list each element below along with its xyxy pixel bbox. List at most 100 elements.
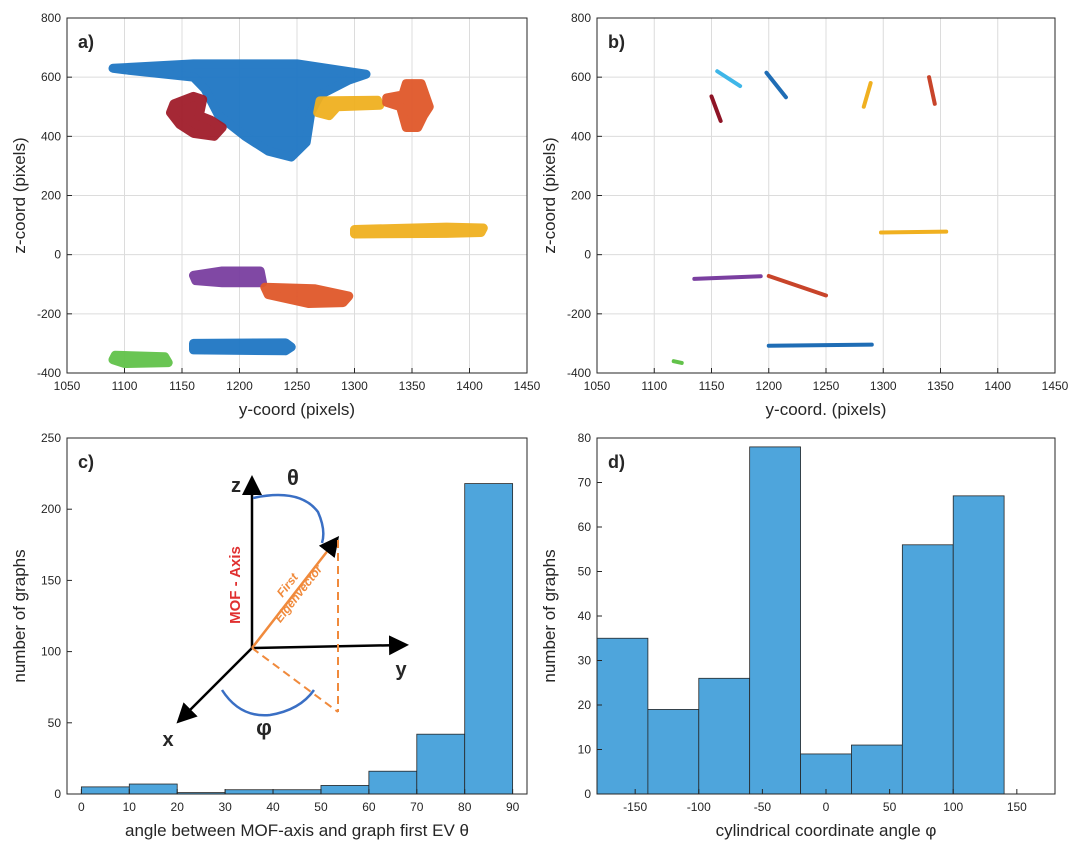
histogram-bar [464,483,514,795]
eigenvector-segment-2 [709,94,723,123]
histogram-bar [272,789,322,795]
y-tick-label: 30 [578,654,592,668]
x-tick-label: 0 [823,800,830,814]
x-tick-label: 1250 [813,379,840,393]
x-tick-label: 1250 [284,379,311,393]
y-axis-arrow [251,635,409,656]
x-tick-label: 50 [883,800,897,814]
histogram-bar [698,677,751,795]
x-tick-label: -50 [754,800,772,814]
x-tick-label: 1050 [54,379,81,393]
histogram-bar [647,709,700,795]
x-tick-label: 1150 [699,379,725,393]
x-tick-label: -100 [687,800,711,814]
y-tick-label: 10 [578,743,592,757]
y-axis-label: number of graphs [540,549,559,682]
x-tick-label: 150 [1007,800,1027,814]
x-tick-label: 100 [943,800,963,814]
x-tick-label: 1450 [1042,379,1069,393]
x-tick-label: 1150 [169,379,195,393]
y-tick-label: 150 [41,573,61,587]
scatter-cluster-8 [108,350,173,369]
eigenvector-segment-8 [766,342,874,348]
histogram-bar [80,786,130,795]
y-tick-label: 800 [41,11,61,25]
y-tick-label: 400 [41,129,61,143]
y-tick-label: 250 [41,431,61,445]
scatter-cluster-4 [350,222,488,239]
y-axis-label-group: z-coord (pixels) [10,137,29,253]
histogram-bar [800,753,852,795]
scatter-cluster-6 [260,282,354,308]
x-tick-label: 0 [78,800,85,814]
x-tick-label: 1450 [514,379,541,393]
y-axis-label-group: z-coord (pixels) [540,137,559,253]
x-axis-label: y-coord (pixels) [239,400,355,419]
histogram-bar [416,733,466,795]
x-axis-arrow [176,647,253,724]
y-tick-label: 40 [578,609,592,623]
panel-d: -150 -100 -50 0 50 100 150 0 10 20 30 40 50 60 70 80 cyl… [540,431,1056,840]
y-tick-label: 200 [41,502,61,516]
y-axis-label: z-coord (pixels) [10,137,29,253]
x-tick-label: 1050 [584,379,611,393]
y-axis-label-group: number of graphs [540,549,559,682]
y-tick-label: 0 [54,248,61,262]
scatter-cluster-3 [382,79,434,132]
y-tick-label: 600 [41,70,61,84]
x-axis-label: y-coord. (pixels) [766,400,887,419]
panel-label: d) [608,452,625,472]
y-tick-label: 60 [578,520,592,534]
y-tick-label: 20 [578,698,592,712]
projection-horizontal-dash [251,647,339,713]
panel-label: b) [608,32,625,52]
y-tick-label: 200 [571,189,591,203]
histogram-bar [952,495,1005,795]
histogram-bar [368,770,418,795]
y-tick-label: 800 [571,11,591,25]
scatter-cluster-2 [313,95,385,121]
y-tick-label: 70 [578,476,592,490]
x-tick-label: 1300 [341,379,368,393]
histogram-bar [749,446,801,795]
y-tick-label: 50 [48,716,62,730]
y-axis-label-group: number of graphs [10,549,29,682]
y-tick-label: 400 [571,129,591,143]
eigenvector-segment-6 [692,274,763,281]
histogram-bar [851,744,903,795]
y-tick-label: 0 [54,787,61,801]
y-tick-label: 80 [578,431,592,445]
y-tick-label: 50 [578,565,592,579]
y-tick-label: -200 [567,307,591,321]
x-tick-label: 70 [410,800,424,814]
eigenvector-segment-0 [715,69,743,89]
x-tick-label: 1400 [456,379,483,393]
x-tick-label: 1300 [870,379,897,393]
histogram-bar [901,544,954,795]
theta-arc [252,493,325,544]
panel-label: a) [78,32,94,52]
x-tick-label: -150 [623,800,647,814]
inset-mof-axis-label: MOF - Axis [227,546,244,624]
x-axis-label: cylindrical coordinate angle φ [716,821,937,840]
phi-arc [220,689,316,717]
x-axis-label: angle between MOF-axis and graph first E… [125,821,469,840]
inset-phi-label: φ [256,715,272,740]
y-axis-label: z-coord (pixels) [540,137,559,253]
y-tick-label: -400 [567,366,591,380]
eigenvector-segment-1 [764,70,788,100]
inset-x-label: x [162,729,173,751]
x-tick-label: 50 [314,800,328,814]
eigenvector-arrow [251,536,340,649]
x-tick-label: 10 [123,800,137,814]
histogram-bar [596,637,649,795]
inset-theta-label: θ [287,465,299,490]
panel-label: c) [78,452,94,472]
scatter-cluster-0 [108,59,371,162]
y-tick-label: 0 [584,787,591,801]
x-tick-label: 1100 [112,379,138,393]
x-tick-label: 1200 [226,379,253,393]
histogram-bar [320,785,370,795]
x-tick-label: 30 [218,800,232,814]
